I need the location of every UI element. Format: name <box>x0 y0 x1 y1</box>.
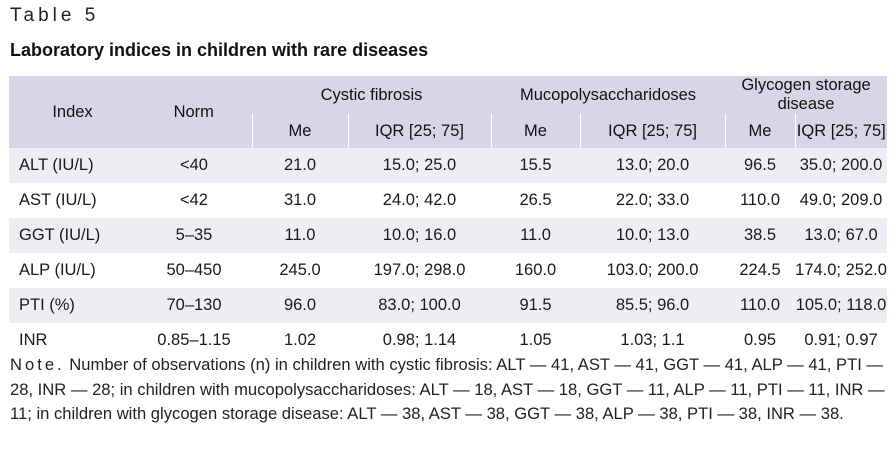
header-mps-iqr: IQR [25; 75] <box>579 114 726 148</box>
cell-index: AST (IU/L) <box>19 191 97 209</box>
cell-norm: 50–450 <box>166 261 222 279</box>
cell-cf-iqr: 83.0; 100.0 <box>378 296 461 314</box>
cell-mps-me: 1.05 <box>519 331 552 349</box>
header-norm: Norm <box>173 102 214 121</box>
cell-gsd-me: 38.5 <box>743 226 777 244</box>
note-text: Number of observations (n) in children w… <box>10 355 885 423</box>
cell-gsd-iqr: 105.0; 118.0 <box>795 296 887 314</box>
table-label: Table 5 <box>10 5 100 26</box>
cell-gsd-iqr: 49.0; 209.0 <box>799 191 883 209</box>
cell-gsd-me: 96.5 <box>743 156 777 174</box>
cell-index: PTI (%) <box>19 296 75 314</box>
cell-gsd-iqr: 35.0; 200.0 <box>799 156 883 174</box>
cell-cf-iqr: 10.0; 16.0 <box>382 226 457 244</box>
cell-norm: <40 <box>180 156 208 174</box>
cell-gsd-iqr: 13.0; 67.0 <box>804 226 878 244</box>
cell-cf-me: 11.0 <box>284 226 316 244</box>
header-group-glycogen-storage: Glycogen storage disease <box>741 76 871 113</box>
table-row: INR 0.85–1.15 1.02 0.98; 1.14 1.05 1.03;… <box>9 323 888 358</box>
cell-cf-iqr: 197.0; 298.0 <box>373 261 466 279</box>
table-header: Index Norm Cystic fibrosis Mucopolysacch… <box>9 76 888 148</box>
cell-mps-iqr: 85.5; 96.0 <box>615 296 690 314</box>
header-group-cystic-fibrosis: Cystic fibrosis <box>320 85 423 104</box>
cell-gsd-me: 224.5 <box>739 261 781 279</box>
table-row: GGT (IU/L) 5–35 11.0 10.0; 16.0 11.0 10.… <box>9 218 888 253</box>
cell-cf-me: 1.02 <box>283 331 317 349</box>
cell-cf-iqr: 0.98; 1.14 <box>382 331 457 349</box>
cell-gsd-iqr: 0.91; 0.97 <box>804 331 878 349</box>
cell-mps-me: 26.5 <box>519 191 552 209</box>
cell-norm: 70–130 <box>166 296 222 314</box>
cell-mps-me: 91.5 <box>519 296 552 314</box>
header-gsd-iqr: IQR [25; 75] <box>794 114 888 148</box>
cell-mps-me: 15.5 <box>519 156 552 174</box>
cell-gsd-me: 110.0 <box>739 296 781 314</box>
cell-mps-iqr: 13.0; 20.0 <box>615 156 690 174</box>
table-row: ALP (IU/L) 50–450 245.0 197.0; 298.0 160… <box>9 253 888 288</box>
cell-gsd-iqr: 174.0; 252.0 <box>795 261 887 279</box>
cell-index: INR <box>19 331 48 349</box>
cell-norm: <42 <box>180 191 208 209</box>
cell-mps-iqr: 103.0; 200.0 <box>606 261 699 279</box>
cell-mps-iqr: 10.0; 13.0 <box>615 226 690 244</box>
cell-cf-me: 245.0 <box>279 261 321 279</box>
cell-index: ALP (IU/L) <box>19 261 96 279</box>
table-row: AST (IU/L) <42 31.0 24.0; 42.0 26.5 22.0… <box>9 183 888 218</box>
table-row: ALT (IU/L) <40 21.0 15.0; 25.0 15.5 13.0… <box>9 148 888 183</box>
header-cf-me: Me <box>251 114 348 148</box>
cell-gsd-me: 0.95 <box>743 331 777 349</box>
header-cf-iqr: IQR [25; 75] <box>347 114 492 148</box>
table-note: Note. Number of observations (n) in chil… <box>10 353 888 427</box>
cell-norm: 5–35 <box>175 226 213 244</box>
header-index: Index <box>52 102 93 121</box>
cell-index: ALT (IU/L) <box>19 156 94 174</box>
cell-mps-iqr: 1.03; 1.1 <box>620 331 685 349</box>
table-row: PTI (%) 70–130 96.0 83.0; 100.0 91.5 85.… <box>9 288 888 323</box>
cell-cf-iqr: 15.0; 25.0 <box>382 156 457 174</box>
cell-cf-me: 21.0 <box>283 156 317 174</box>
note-lead: Note. <box>10 355 65 374</box>
cell-mps-iqr: 22.0; 33.0 <box>615 191 690 209</box>
table-title: Laboratory indices in children with rare… <box>10 40 429 60</box>
cell-cf-iqr: 24.0; 42.0 <box>382 191 457 209</box>
header-mps-me: Me <box>490 114 581 148</box>
lab-indices-table: Index Norm Cystic fibrosis Mucopolysacch… <box>9 76 888 358</box>
cell-norm: 0.85–1.15 <box>157 331 231 349</box>
cell-mps-me: 11.0 <box>520 226 551 244</box>
header-group-mucopolysaccharidoses: Mucopolysaccharidoses <box>519 85 697 104</box>
cell-mps-me: 160.0 <box>514 261 557 279</box>
cell-cf-me: 31.0 <box>283 191 317 209</box>
cell-gsd-me: 110.0 <box>739 191 781 209</box>
table-body: ALT (IU/L) <40 21.0 15.0; 25.0 15.5 13.0… <box>9 148 888 358</box>
cell-index: GGT (IU/L) <box>19 226 101 244</box>
cell-cf-me: 96.0 <box>283 296 317 314</box>
header-gsd-me: Me <box>724 114 796 148</box>
